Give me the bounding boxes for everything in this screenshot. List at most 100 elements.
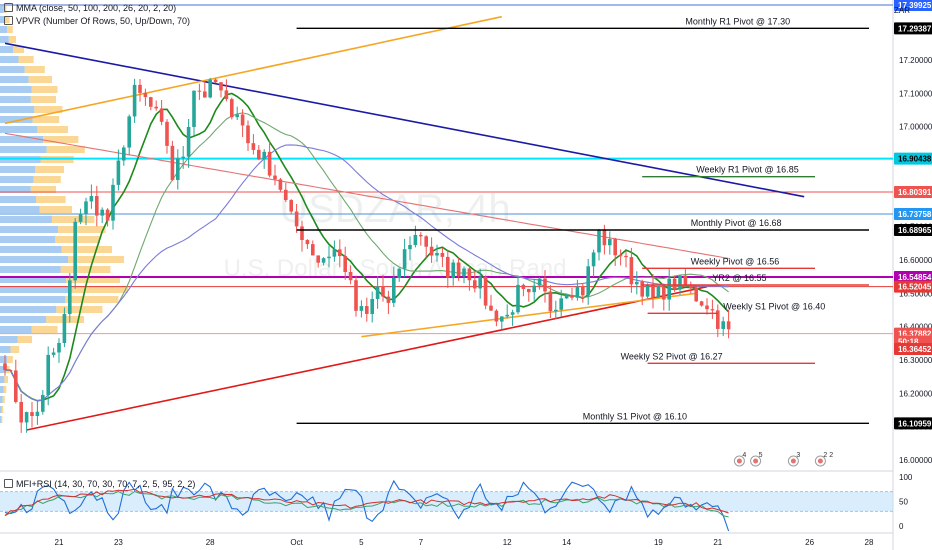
candle-body xyxy=(359,306,364,311)
vpvr-bar-down xyxy=(28,76,52,83)
price-tag xyxy=(894,0,932,11)
price-tick-label: 16.50000 xyxy=(899,289,932,298)
candle-body xyxy=(262,151,266,160)
vpvr-bar-up xyxy=(0,146,47,153)
candle-body xyxy=(683,275,688,286)
candle-body xyxy=(365,306,369,314)
candle-body xyxy=(203,91,207,98)
candle-body xyxy=(478,276,482,289)
vpvr-bar-down xyxy=(43,136,79,143)
candle-body xyxy=(348,272,353,281)
pivot-levels: Monthly R1 Pivot @ 17.30 Weekly R1 Pivot … xyxy=(296,16,869,425)
event-count: 3 xyxy=(796,452,800,459)
vpvr-bar-up xyxy=(0,46,14,53)
candle-body xyxy=(554,309,558,312)
indicator-icon xyxy=(4,3,13,12)
price-tag-label: 16.90438 xyxy=(898,155,932,164)
candle-body xyxy=(678,275,682,290)
legend-mma[interactable]: MMA (close, 50, 100, 200, 26, 20, 2, 20) xyxy=(4,3,176,13)
legend-vpvr[interactable]: VPVR (Number Of Rows, 50, Up/Down, 70) xyxy=(4,16,190,26)
vpvr-bar-up xyxy=(0,366,6,373)
candle-body xyxy=(435,252,439,256)
candle-body xyxy=(170,145,175,180)
candle-body xyxy=(527,288,531,293)
trend-line-downtrend xyxy=(4,42,805,198)
candle-body xyxy=(246,125,250,144)
vpvr-bar-down xyxy=(32,116,60,123)
legend-mfi-rsi[interactable]: MFI+RSI (14, 30, 70, 30, 70, 7, 2, 5, 95… xyxy=(4,479,195,489)
economic-events[interactable]: 4 5 3 2 2 xyxy=(733,452,833,467)
vpvr-bar-down xyxy=(68,256,124,263)
sma-slow-line xyxy=(4,144,729,402)
candle-body xyxy=(332,249,337,257)
vpvr-bar-up xyxy=(0,246,62,253)
candle-body xyxy=(456,262,461,277)
vpvr-bar-down xyxy=(35,166,64,173)
candle-body xyxy=(705,305,709,310)
candle-body xyxy=(300,226,304,241)
candle-body xyxy=(505,314,509,317)
price-tick-label: 16.20000 xyxy=(899,389,932,398)
vpvr-bar-up xyxy=(0,416,2,423)
vpvr-bar-down xyxy=(65,296,119,303)
time-tick-label: 26 xyxy=(805,538,814,547)
candle-body xyxy=(321,258,326,263)
vpvr-bar-up xyxy=(0,306,57,313)
candle-body xyxy=(570,295,574,298)
time-tick-label: 28 xyxy=(865,538,874,547)
candle-body xyxy=(667,278,671,300)
trend-line-uptrend xyxy=(26,285,708,431)
candle-body xyxy=(629,257,634,285)
candle-body xyxy=(397,268,401,278)
event-flag-dot xyxy=(736,458,742,464)
candle-body xyxy=(111,184,115,221)
indicator-icon xyxy=(4,479,13,488)
candle-body xyxy=(3,363,7,370)
price-tag-label: 16.52045 xyxy=(898,283,932,292)
candle-body xyxy=(284,189,288,201)
candle-body xyxy=(699,301,704,306)
oscillator-tick-label: 50 xyxy=(899,498,908,507)
candle-body xyxy=(30,412,34,417)
candle-body xyxy=(122,147,126,161)
pivot-label: Weekly R1 Pivot @ 16.85 xyxy=(696,165,799,175)
vpvr-bar-up xyxy=(0,226,59,233)
time-tick-label: 14 xyxy=(562,538,571,547)
vpvr-bar-up xyxy=(0,256,69,263)
candle-body xyxy=(402,249,407,269)
candle-body xyxy=(716,310,720,329)
vpvr-bar-up xyxy=(0,116,33,123)
vpvr-bar-up xyxy=(0,396,3,403)
candle-body xyxy=(224,90,229,100)
time-axis[interactable]: 21 23 28 Oct 5 7 12 14 19 21 26 28 xyxy=(0,532,893,547)
trend-lines xyxy=(4,15,805,431)
candle-body xyxy=(656,286,661,298)
candle-body xyxy=(46,354,50,395)
vpvr-bar-up xyxy=(0,176,34,183)
candle-body xyxy=(532,285,536,293)
candle-body xyxy=(510,312,515,315)
legend-mfi-rsi-label: MFI+RSI (14, 30, 70, 30, 70, 7, 2, 5, 95… xyxy=(16,479,196,489)
axis-currency: ZAR xyxy=(894,6,910,15)
candle-body xyxy=(564,295,569,299)
candle-body xyxy=(608,239,612,246)
vpvr-bar-up xyxy=(0,276,66,283)
candle-body xyxy=(662,286,666,300)
vpvr-bar-down xyxy=(3,386,7,393)
candle-body xyxy=(672,278,677,290)
vpvr-bar-down xyxy=(36,196,66,203)
watermark-symbol: USDZAR, 4h xyxy=(279,187,510,231)
candle-body xyxy=(154,106,158,109)
vpvr-bar-down xyxy=(60,266,111,273)
candle-body xyxy=(462,268,466,277)
time-tick-label: 7 xyxy=(419,538,424,547)
candle-body xyxy=(494,310,499,322)
price-axis[interactable]: 16.0000016.1000016.2000016.3000016.40000… xyxy=(894,0,932,550)
vpvr-bar-down xyxy=(7,356,13,363)
vpvr-bar-up xyxy=(0,96,31,103)
candle-body xyxy=(35,411,40,417)
candle-body xyxy=(726,321,731,330)
candle-body xyxy=(473,280,477,289)
candle-body xyxy=(521,284,526,289)
